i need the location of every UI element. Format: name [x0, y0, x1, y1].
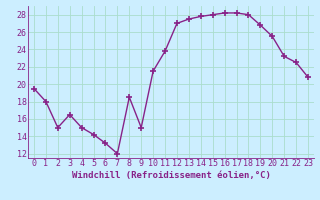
X-axis label: Windchill (Refroidissement éolien,°C): Windchill (Refroidissement éolien,°C) [72, 171, 270, 180]
